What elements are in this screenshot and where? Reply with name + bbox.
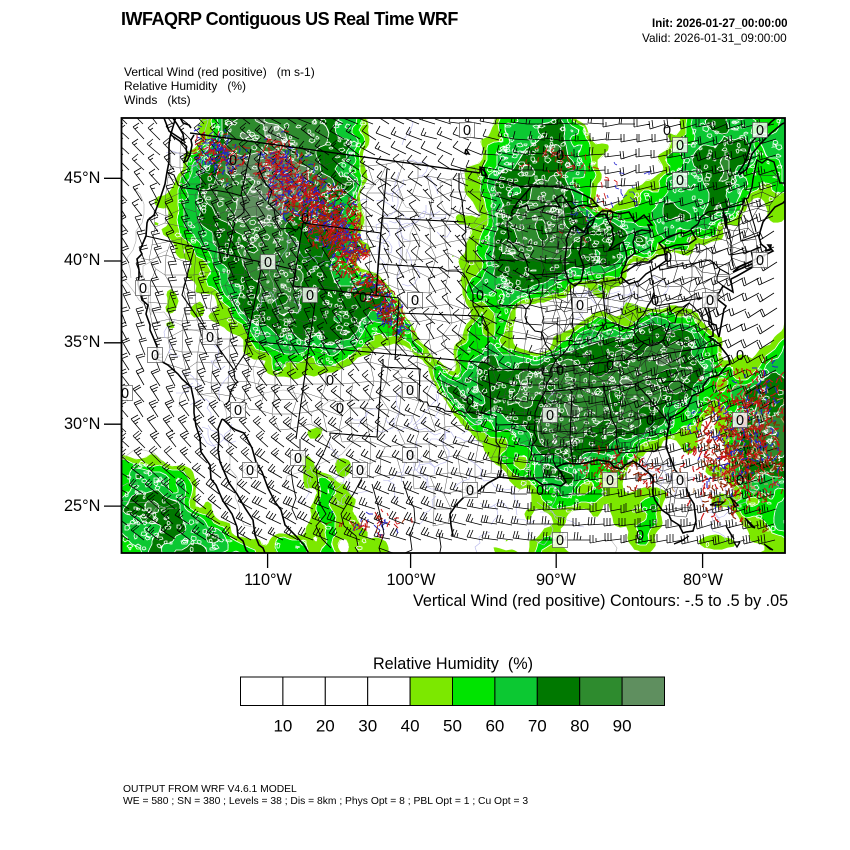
svg-text:0: 0 — [121, 386, 129, 402]
svg-text:60: 60 — [485, 717, 504, 736]
svg-text:0: 0 — [606, 473, 614, 489]
svg-text:0: 0 — [676, 173, 684, 189]
svg-text:0: 0 — [546, 408, 554, 424]
svg-text:0: 0 — [326, 373, 334, 389]
svg-text:10: 10 — [273, 717, 292, 736]
svg-text:0: 0 — [466, 393, 474, 409]
svg-text:20: 20 — [316, 717, 335, 736]
svg-text:0: 0 — [606, 208, 614, 224]
svg-text:0: 0 — [139, 281, 147, 297]
svg-text:0: 0 — [151, 348, 159, 364]
svg-text:0: 0 — [356, 463, 364, 479]
svg-text:0: 0 — [556, 148, 564, 164]
svg-text:0: 0 — [663, 123, 671, 139]
svg-text:0: 0 — [336, 401, 344, 417]
svg-text:0: 0 — [359, 290, 367, 306]
svg-text:70: 70 — [528, 717, 547, 736]
svg-text:90: 90 — [613, 717, 632, 736]
svg-text:0: 0 — [736, 348, 744, 364]
svg-text:0: 0 — [206, 330, 214, 346]
svg-text:0: 0 — [664, 250, 672, 266]
svg-text:40: 40 — [401, 717, 420, 736]
svg-text:30: 30 — [358, 717, 377, 736]
svg-text:0: 0 — [411, 293, 419, 309]
svg-text:0: 0 — [301, 211, 309, 227]
svg-text:50: 50 — [443, 717, 462, 736]
svg-text:0: 0 — [406, 383, 414, 399]
svg-text:0: 0 — [676, 138, 684, 154]
svg-text:0: 0 — [736, 473, 744, 489]
svg-text:0: 0 — [306, 288, 314, 304]
svg-text:0: 0 — [651, 293, 659, 309]
svg-text:0: 0 — [246, 463, 254, 479]
svg-text:0: 0 — [756, 253, 764, 269]
svg-text:0: 0 — [294, 451, 302, 467]
svg-text:0: 0 — [229, 153, 237, 169]
svg-text:0: 0 — [556, 533, 564, 549]
svg-text:0: 0 — [736, 413, 744, 429]
svg-text:0: 0 — [463, 123, 471, 139]
svg-text:0: 0 — [406, 448, 414, 464]
svg-text:0: 0 — [646, 413, 654, 429]
svg-text:0: 0 — [606, 358, 614, 374]
svg-text:0: 0 — [576, 298, 584, 314]
svg-text:0: 0 — [756, 123, 764, 139]
svg-text:0: 0 — [556, 363, 564, 379]
svg-text:80: 80 — [570, 717, 589, 736]
svg-text:0: 0 — [636, 528, 644, 544]
svg-text:0: 0 — [264, 255, 272, 271]
svg-text:0: 0 — [476, 288, 484, 304]
svg-text:0: 0 — [466, 483, 474, 499]
svg-text:0: 0 — [536, 483, 544, 499]
svg-text:0: 0 — [234, 403, 242, 419]
svg-text:0: 0 — [676, 473, 684, 489]
svg-text:0: 0 — [706, 293, 714, 309]
